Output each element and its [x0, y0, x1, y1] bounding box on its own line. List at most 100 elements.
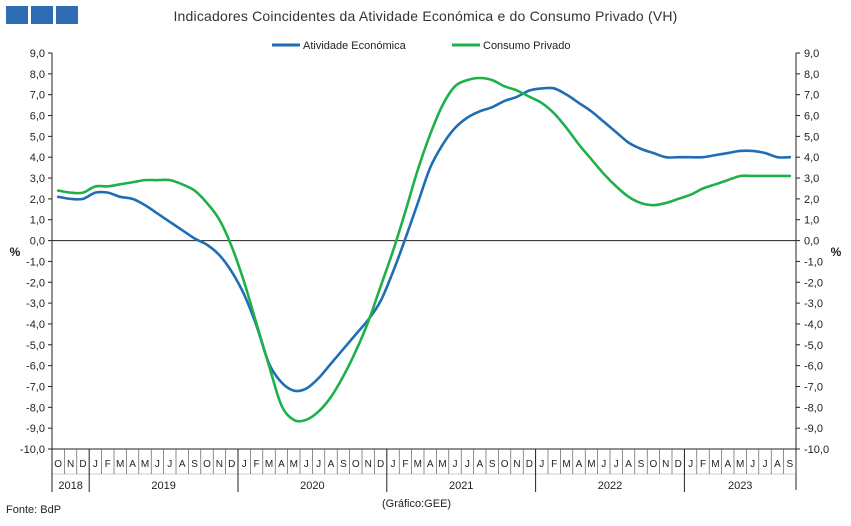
x-tick-label: S	[786, 459, 793, 470]
x-tick-label: N	[67, 459, 74, 470]
x-tick-label: M	[438, 459, 446, 470]
source-note: Fonte: BdP	[6, 504, 62, 516]
x-tick-label: S	[191, 459, 198, 470]
year-label: 2022	[598, 480, 622, 492]
y-tick-label-right: -1,0	[804, 256, 823, 268]
x-tick-label: J	[465, 459, 470, 470]
x-tick-label: N	[216, 459, 223, 470]
y-tick-label-right: 0,0	[804, 236, 819, 248]
chart-title: Indicadores Coincidentes da Atividade Ec…	[173, 8, 678, 24]
x-tick-label: F	[105, 459, 111, 470]
x-tick-label: D	[79, 459, 86, 470]
y-tick-label-right: 4,0	[804, 152, 819, 164]
y-tick-label-right: 2,0	[804, 194, 819, 206]
y-tick-label-left: -10,0	[20, 444, 45, 456]
logo-block-2	[31, 6, 53, 24]
x-tick-label: M	[141, 459, 149, 470]
y-tick-label-left: 5,0	[30, 131, 45, 143]
year-label: 2019	[151, 480, 175, 492]
y-tick-label-left: 1,0	[30, 215, 45, 227]
x-tick-label: F	[700, 459, 706, 470]
x-tick-label: J	[539, 459, 544, 470]
y-tick-label-right: -10,0	[804, 444, 829, 456]
logo-block-3	[56, 6, 78, 24]
x-tick-label: O	[650, 459, 658, 470]
y-tick-label-right: -2,0	[804, 277, 823, 289]
y-ticks: 9,0 9,0 8,0 8,0 7,0 7,0 6,0 6,0 5,0 5,0 4,0 4,0 3,0 3…	[20, 48, 829, 456]
x-tick-label: A	[278, 459, 285, 470]
y-tick-label-left: 9,0	[30, 48, 45, 60]
x-tick-label: M	[265, 459, 273, 470]
year-label: 2021	[449, 480, 473, 492]
x-tick-label: A	[576, 459, 583, 470]
y-tick-label-left: -4,0	[26, 319, 45, 331]
x-tick-label: J	[93, 459, 98, 470]
series-line-2	[56, 76, 792, 423]
y-tick-label-right: 9,0	[804, 48, 819, 60]
y-tick-label-left: -8,0	[26, 402, 45, 414]
y-tick-label-left: 4,0	[30, 152, 45, 164]
legend-label-series2: Consumo Privado	[483, 40, 570, 52]
x-tick-label: J	[304, 459, 309, 470]
x-tick-label: D	[526, 459, 533, 470]
x-tick-label: A	[427, 459, 434, 470]
x-tick-label: J	[763, 459, 768, 470]
y-tick-label-left: -9,0	[26, 423, 45, 435]
x-tick-label: N	[365, 459, 372, 470]
x-tick-label: S	[638, 459, 645, 470]
legend-label-series1: Atividade Económica	[303, 40, 407, 52]
x-tick-label: M	[290, 459, 298, 470]
x-tick-label: O	[352, 459, 360, 470]
x-tick-label: O	[501, 459, 509, 470]
y-tick-label-left: 6,0	[30, 111, 45, 123]
x-tick-label: A	[724, 459, 731, 470]
x-tick-label: O	[54, 459, 62, 470]
year-label: 2018	[58, 480, 82, 492]
x-tick-label: J	[688, 459, 693, 470]
y-tick-label-left: 3,0	[30, 173, 45, 185]
x-tick-label: M	[587, 459, 595, 470]
x-tick-label: A	[179, 459, 186, 470]
y-tick-label-left: -7,0	[26, 381, 45, 393]
x-tick-label: J	[155, 459, 160, 470]
x-tick-label: M	[711, 459, 719, 470]
x-tick-label: J	[316, 459, 321, 470]
y-axis-label-left: %	[10, 245, 21, 259]
x-tick-label: D	[377, 459, 384, 470]
x-tick-label: A	[625, 459, 632, 470]
y-axis-label-right: %	[831, 245, 842, 259]
legend: Atividade Económica Consumo Privado	[272, 40, 570, 52]
y-tick-label-left: -6,0	[26, 361, 45, 373]
series-lines	[56, 76, 792, 423]
y-tick-label-right: 3,0	[804, 173, 819, 185]
y-tick-label-left: 7,0	[30, 90, 45, 102]
year-label: 2023	[728, 480, 752, 492]
graphic-credit: (Gráfico:GEE)	[382, 498, 452, 510]
y-tick-label-left: 2,0	[30, 194, 45, 206]
y-tick-label-left: -5,0	[26, 340, 45, 352]
x-tick-label: J	[242, 459, 247, 470]
x-tick-label: A	[476, 459, 483, 470]
y-tick-label-right: 8,0	[804, 69, 819, 81]
y-tick-label-right: -4,0	[804, 319, 823, 331]
x-tick-label: M	[562, 459, 570, 470]
x-tick-label: A	[129, 459, 136, 470]
y-tick-label-right: -5,0	[804, 340, 823, 352]
x-tick-label: J	[453, 459, 458, 470]
y-tick-label-left: -2,0	[26, 277, 45, 289]
logo-block-1	[6, 6, 28, 24]
x-tick-label: J	[167, 459, 172, 470]
y-tick-label-right: 1,0	[804, 215, 819, 227]
y-tick-label-left: 0,0	[30, 236, 45, 248]
x-tick-label: J	[391, 459, 396, 470]
y-tick-label-right: 5,0	[804, 131, 819, 143]
x-tick-label: O	[203, 459, 211, 470]
x-tick-label: F	[402, 459, 408, 470]
y-tick-label-right: -6,0	[804, 361, 823, 373]
brand-logo	[6, 6, 78, 24]
y-tick-label-right: -3,0	[804, 298, 823, 310]
x-tick-label: F	[254, 459, 260, 470]
year-label: 2020	[300, 480, 324, 492]
